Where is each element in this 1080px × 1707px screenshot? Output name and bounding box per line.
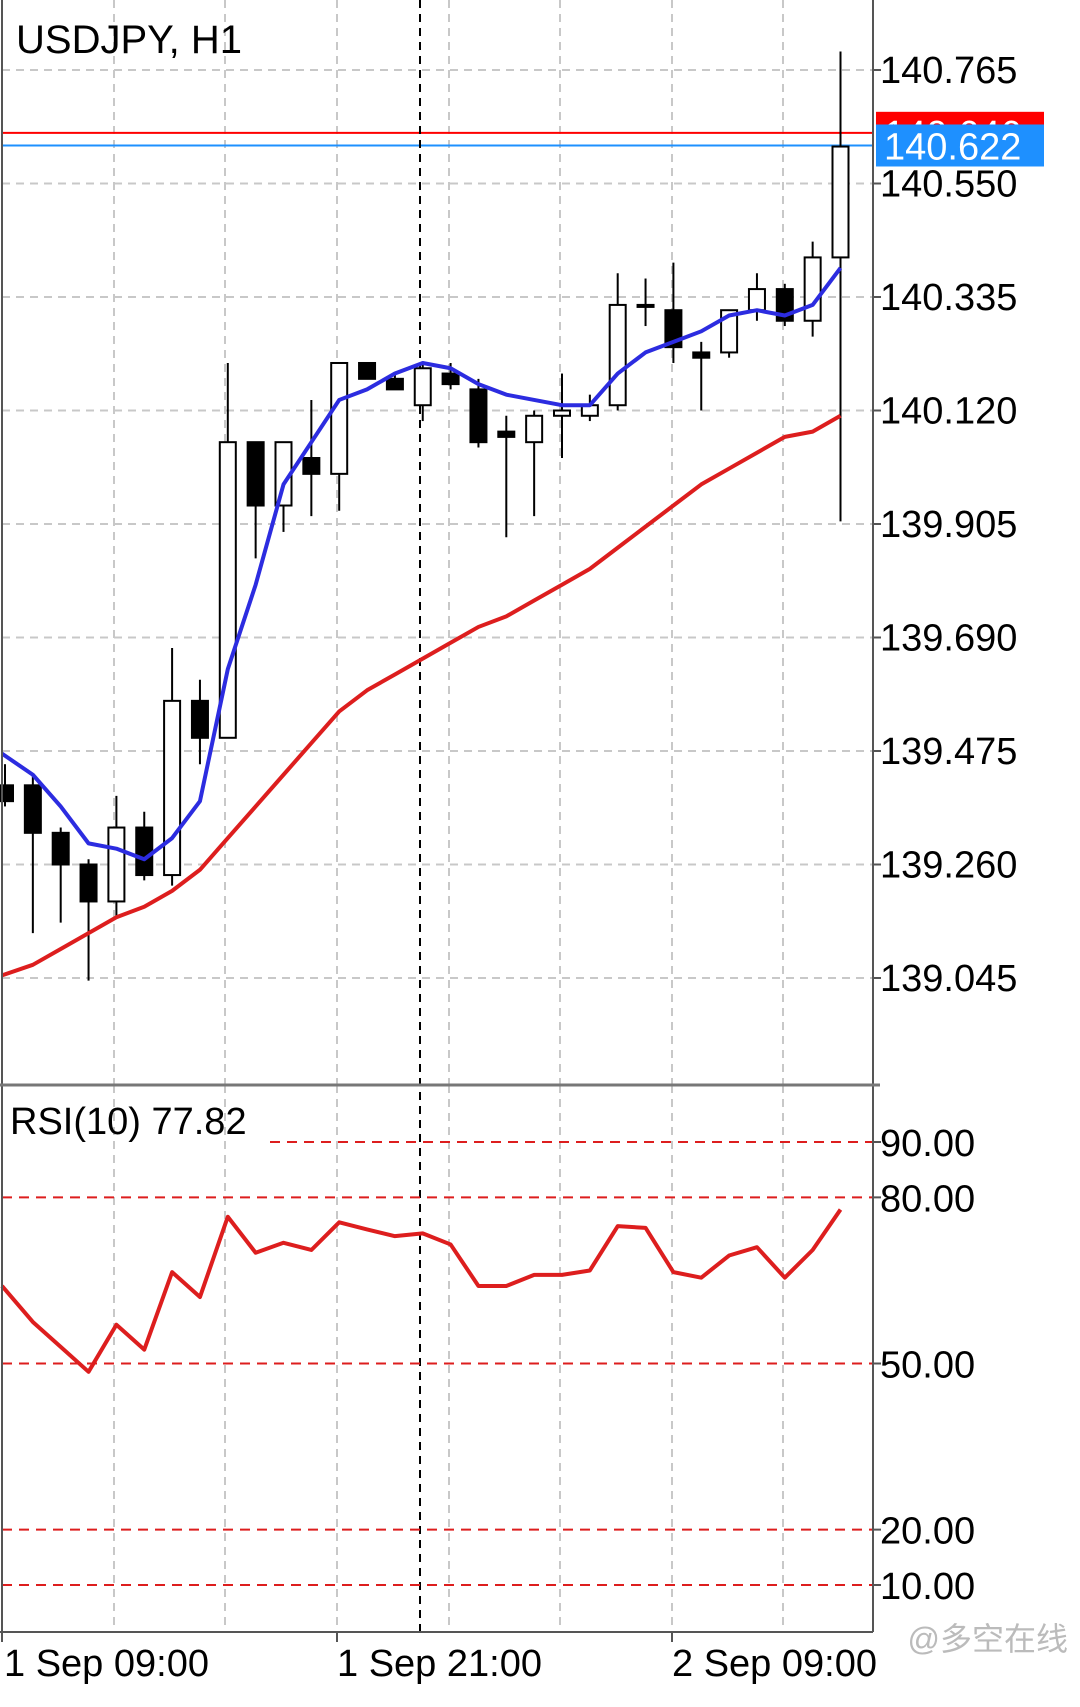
rsi-tick-label: 10.00 [880, 1566, 975, 1608]
candle-body [831, 145, 850, 259]
price-tick-label: 140.120 [880, 391, 1017, 433]
candle-body [664, 309, 683, 349]
rsi-tick-label: 80.00 [880, 1178, 975, 1220]
candle [692, 341, 711, 411]
price-marker-lines [2, 131, 873, 147]
candle [525, 410, 544, 517]
time-tick-label: 2 Sep 09:00 [672, 1643, 877, 1685]
candle-body [330, 361, 349, 475]
rsi-axis-labels: 90.00 80.00 50.00 20.00 10.00 [873, 1123, 975, 1608]
rsi-grid [113, 1085, 784, 1632]
candle [246, 441, 265, 559]
candle [831, 51, 850, 522]
candle-body [358, 361, 377, 380]
candle [385, 373, 404, 391]
candle [51, 827, 70, 923]
ma-blue-line [0, 266, 843, 862]
candle [218, 362, 237, 739]
candle-body [525, 414, 544, 444]
watermark: @多空在线 [908, 1621, 1069, 1657]
candle-body [747, 288, 766, 312]
candle-body [608, 303, 627, 407]
candle [0, 764, 14, 807]
candle [302, 399, 321, 517]
candle-body [413, 367, 432, 407]
candle-body [135, 826, 154, 877]
candle-body [803, 256, 822, 322]
candlestick-series[interactable] [0, 51, 850, 981]
candle-body [0, 784, 14, 803]
price-tick-label: 140.550 [880, 164, 1017, 206]
price-tick-label: 139.475 [880, 731, 1017, 773]
candle [79, 859, 98, 981]
candle-body [79, 863, 98, 903]
candle [413, 362, 432, 422]
price-marker-label: 140.622 [884, 126, 1021, 168]
candle-body [553, 409, 571, 417]
candle [190, 679, 209, 765]
moving-average-lines [0, 266, 843, 978]
candle-body [720, 309, 739, 354]
price-marker-labels: 140.646140.622 [876, 111, 1044, 168]
candle-body [51, 831, 70, 866]
price-tick-label: 139.045 [880, 958, 1017, 1000]
rsi-tick-label: 50.00 [880, 1345, 975, 1387]
candle-body [636, 303, 655, 308]
price-tick-label: 140.765 [880, 50, 1017, 92]
candle-body [385, 377, 404, 391]
candle-body [692, 351, 711, 359]
time-tick-label: 1 Sep 09:00 [4, 1643, 209, 1685]
price-axis-labels: 140.765 140.550 140.335 140.120 139.905 139.6… [873, 50, 1017, 1000]
candle [497, 415, 516, 538]
candle-body [246, 441, 265, 507]
candle [135, 811, 154, 881]
rsi-line [0, 1208, 843, 1374]
price-tick-label: 139.260 [880, 845, 1017, 887]
candle-body [441, 372, 460, 386]
price-tick-label: 139.690 [880, 618, 1017, 660]
candle [775, 283, 794, 327]
rsi-tick-label: 90.00 [880, 1123, 975, 1165]
candle-body [497, 430, 516, 438]
ma-red-line [1, 414, 842, 978]
candle [553, 373, 571, 459]
time-axis-labels: 1 Sep 09:00 1 Sep 21:00 2 Sep 09:00 [1, 1632, 877, 1685]
candle-body [23, 784, 42, 834]
candle-body [469, 388, 488, 444]
chart-title: USDJPY, H1 [16, 18, 242, 62]
candle [358, 361, 377, 380]
candle [469, 378, 488, 448]
candle-body [190, 699, 209, 739]
candle [720, 309, 739, 358]
price-tick-label: 140.335 [880, 277, 1017, 319]
rsi-tick-label: 20.00 [880, 1511, 975, 1553]
price-marker-box [876, 124, 1044, 167]
candle [23, 774, 42, 934]
candle-body [163, 699, 182, 877]
candle-body [302, 457, 321, 475]
candle [664, 262, 683, 363]
price-tick-label: 139.905 [880, 504, 1017, 546]
candle [636, 278, 655, 327]
candle [330, 361, 349, 511]
time-tick-label: 1 Sep 21:00 [337, 1643, 542, 1685]
rsi-label: RSI(10) 77.82 [10, 1101, 247, 1143]
candle-body [107, 826, 126, 903]
price-grid [2, 0, 873, 1085]
candle-body [218, 441, 237, 739]
rsi-level-lines [2, 1141, 873, 1586]
rsi-series [0, 1208, 843, 1374]
